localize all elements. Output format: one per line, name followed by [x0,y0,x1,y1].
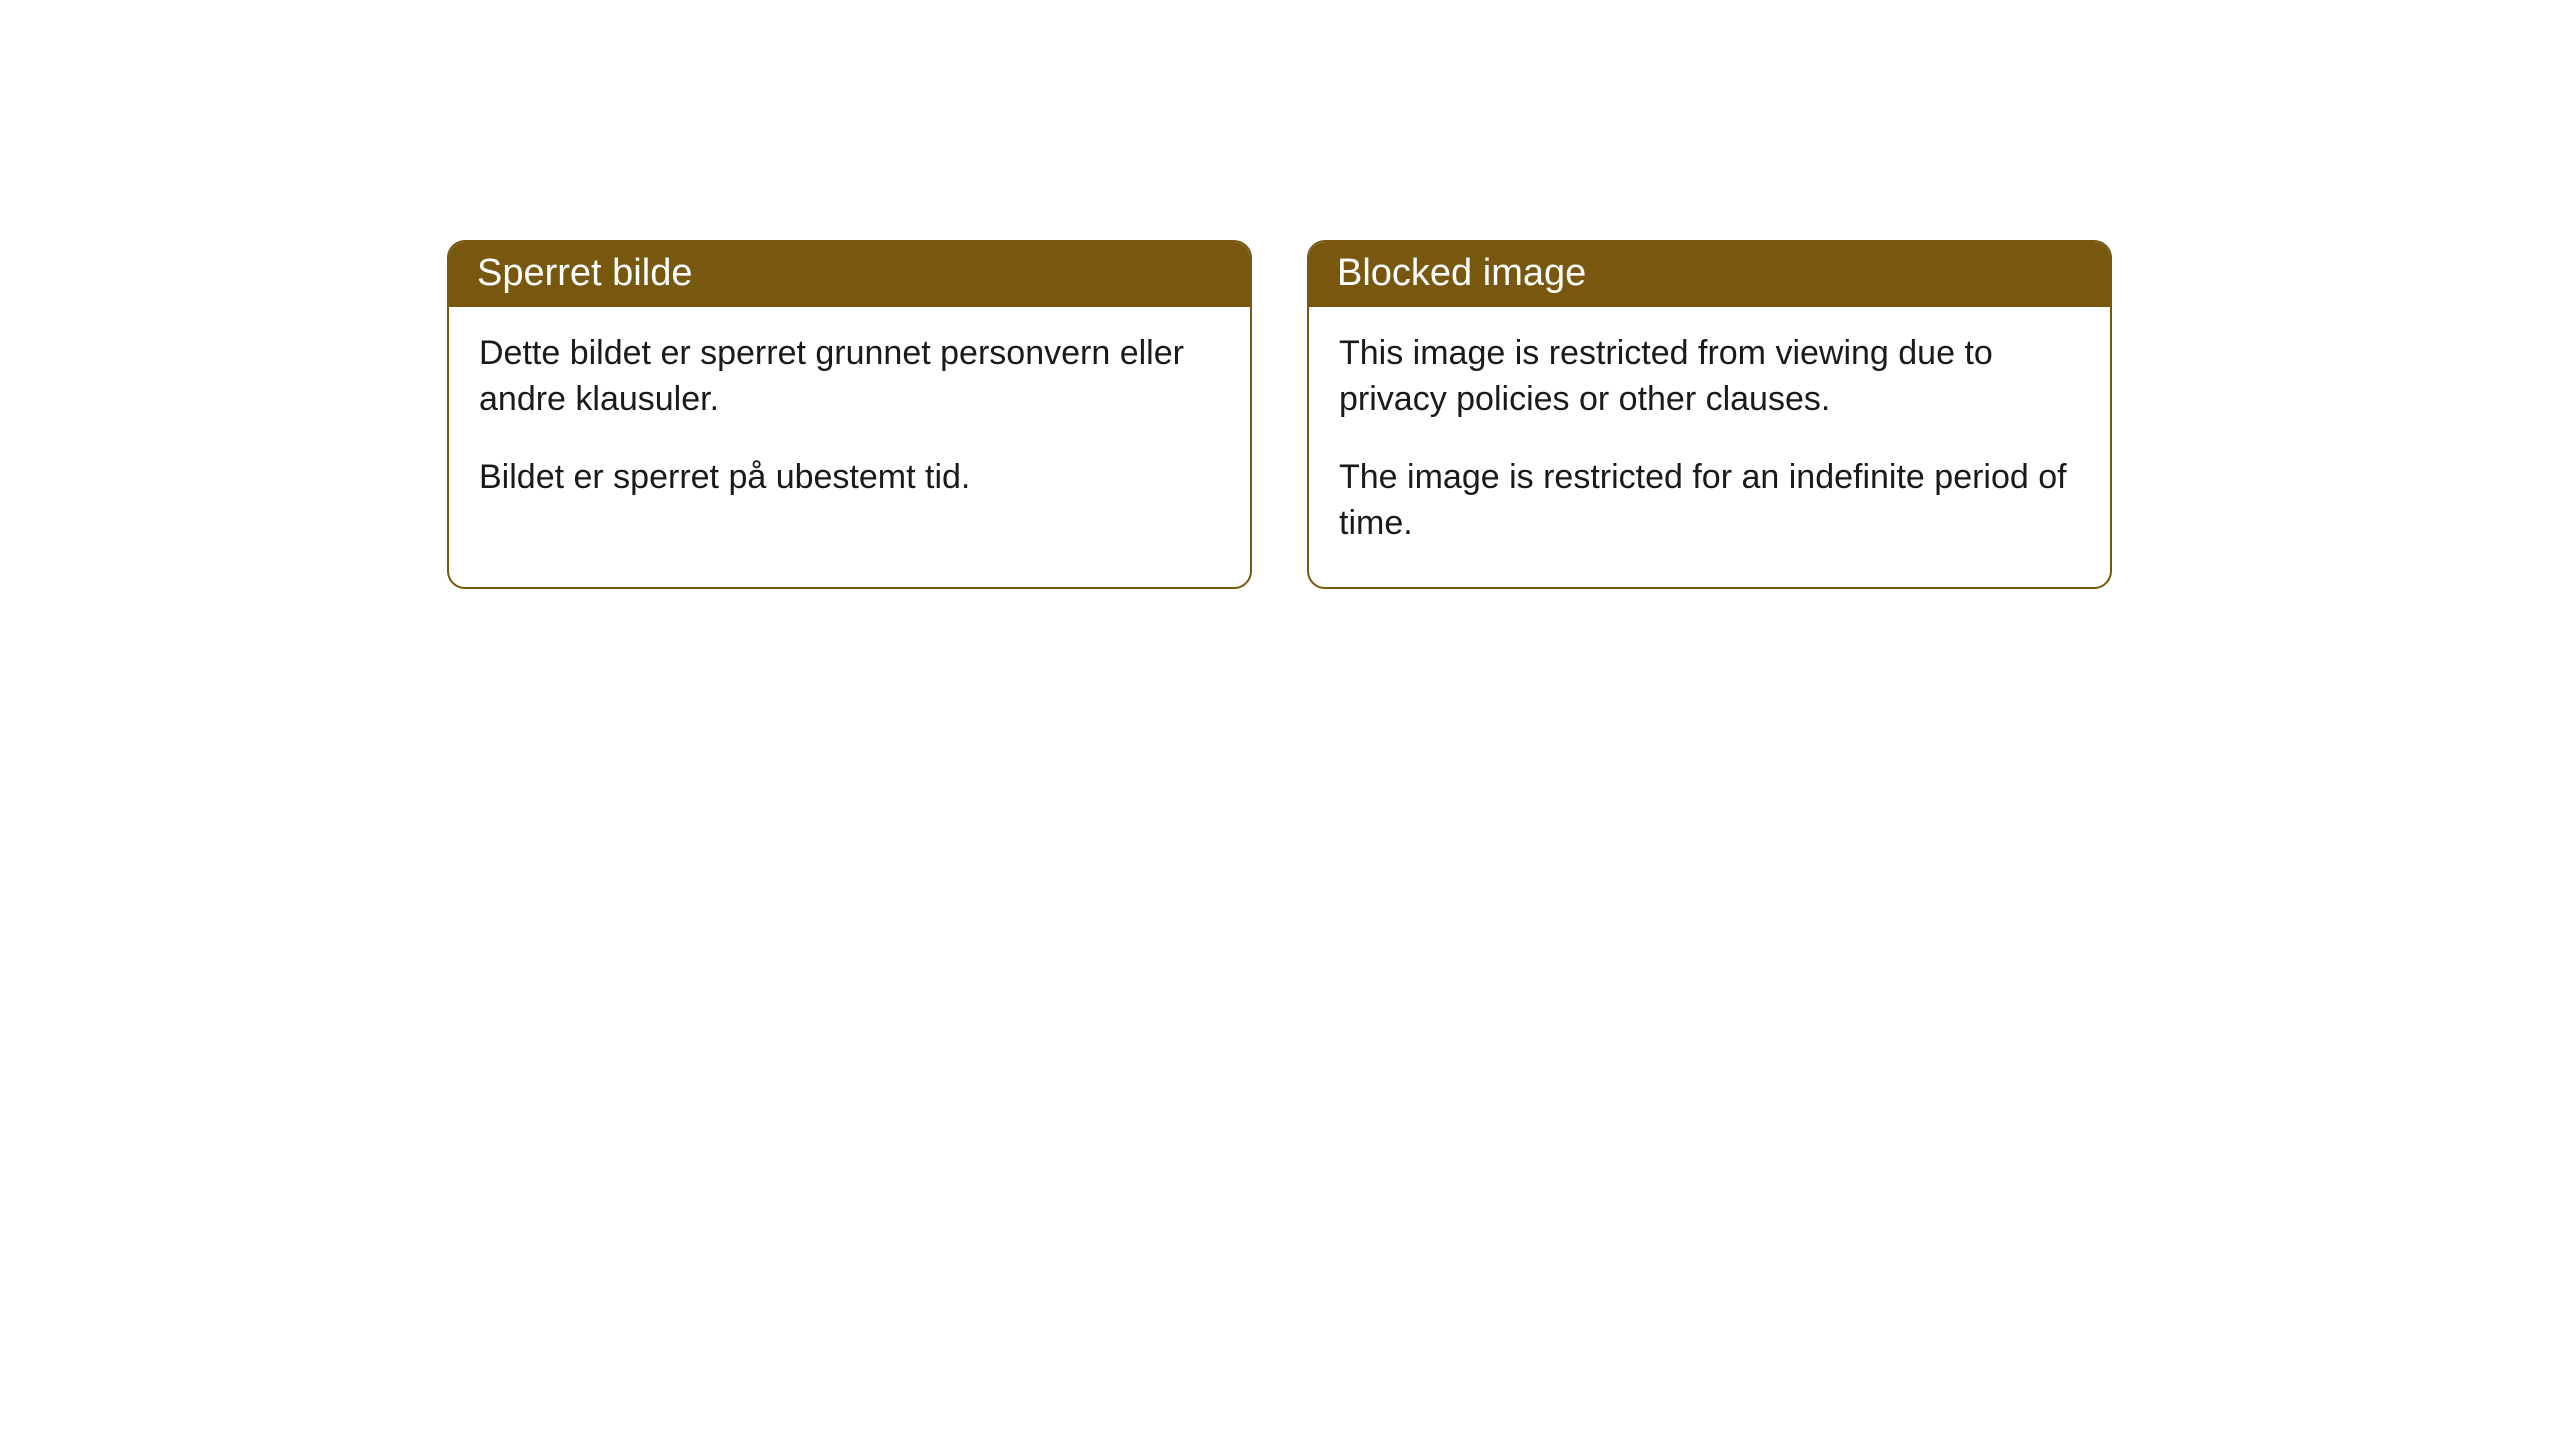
notice-body: This image is restricted from viewing du… [1309,307,2110,587]
notice-paragraph: This image is restricted from viewing du… [1339,331,2080,423]
notice-paragraph: Dette bildet er sperret grunnet personve… [479,331,1220,423]
notice-card-english: Blocked image This image is restricted f… [1307,240,2112,589]
notice-paragraph: Bildet er sperret på ubestemt tid. [479,455,1220,501]
notice-paragraph: The image is restricted for an indefinit… [1339,455,2080,547]
notice-header: Sperret bilde [449,242,1250,307]
notice-header: Blocked image [1309,242,2110,307]
notice-cards-container: Sperret bilde Dette bildet er sperret gr… [447,240,2112,589]
notice-body: Dette bildet er sperret grunnet personve… [449,307,1250,541]
notice-card-norwegian: Sperret bilde Dette bildet er sperret gr… [447,240,1252,589]
